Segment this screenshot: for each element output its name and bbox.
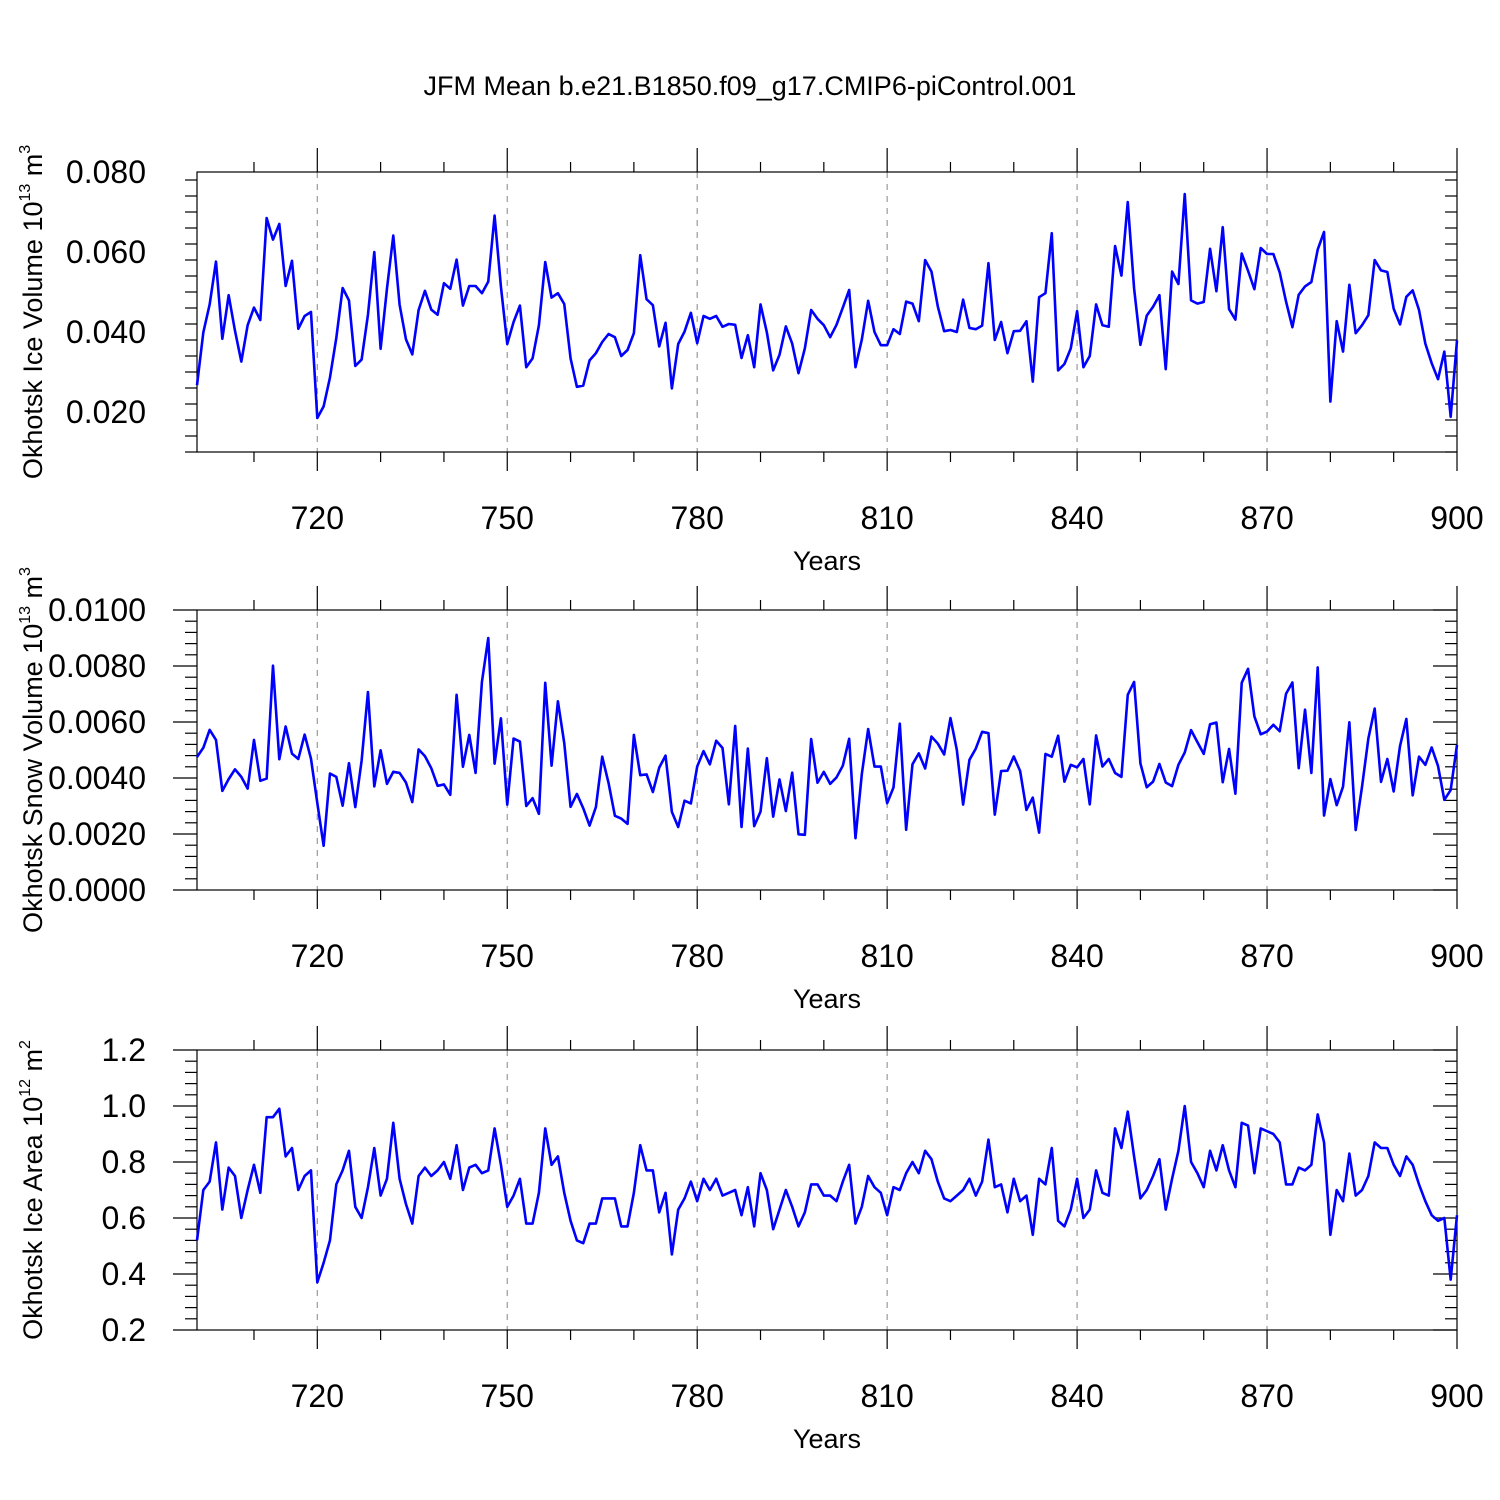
chart-title: JFM Mean b.e21.B1850.f09_g17.CMIP6-piCon… [424,71,1077,101]
x-tick-label: 750 [481,500,534,536]
plot-frame [196,171,1458,453]
x-axis-label: Years [793,1424,861,1454]
y-axis-label-main: Okhotsk Ice Area 10 [18,1097,48,1340]
x-axis-label: Years [793,546,861,576]
y-axis-label-main: Okhotsk Snow Volume 10 [18,624,48,933]
x-tick-label: 870 [1240,1378,1293,1414]
series-line [195,192,1459,420]
x-tick-label: 840 [1050,1378,1103,1414]
y-tick-label: 0.0100 [48,592,146,628]
y-axis-label-exponent: 13 [17,184,34,202]
y-tick-label: 1.0 [102,1088,146,1124]
y-axis-label-exponent: 13 [17,606,34,624]
y-axis-label-unit: m [18,576,48,606]
y-axis-label-unit: m [18,154,48,184]
x-tick-label: 900 [1430,500,1483,536]
x-tick-label: 780 [671,1378,724,1414]
y-tick-label: 0.0020 [48,816,146,852]
y-tick-label: 0.6 [102,1200,146,1236]
y-tick-label: 0.0080 [48,648,146,684]
y-tick-label: 0.060 [66,234,146,270]
y-tick-label: 0.0000 [48,872,146,908]
x-tick-label: 870 [1240,938,1293,974]
x-tick-label: 900 [1430,938,1483,974]
y-axis-label: Okhotsk Snow Volume 1013 m3 [17,567,48,933]
x-axis-label: Years [793,984,861,1014]
panel-ice-area: 720 750 780 810 840 870 900 Years 0.2 0.4 0.6 0.8 1.… [17,1026,1484,1454]
y-tick-label: 0.0040 [48,760,146,796]
chart-panels: 720 750 780 810 840 870 900 Years 0.020 0.040 0.06… [17,145,1484,1454]
x-tick-label: 810 [860,1378,913,1414]
series-line [195,1104,1459,1284]
x-tick-label: 870 [1240,500,1293,536]
x-tick-label: 840 [1050,938,1103,974]
y-axis-label-main: Okhotsk Ice Volume 10 [18,202,48,480]
series-line [195,636,1459,848]
y-axis-label-unit-exponent: 3 [17,145,34,154]
y-tick-label: 0.0060 [48,704,146,740]
y-tick-label: 0.080 [66,154,146,190]
x-tick-label: 720 [291,1378,344,1414]
y-axis-label-exponent: 12 [17,1079,34,1097]
y-axis-label-unit-exponent: 3 [17,567,34,576]
x-tick-label: 900 [1430,1378,1483,1414]
y-tick-label: 0.2 [102,1312,146,1348]
plot-frame [196,609,1458,891]
x-tick-label: 810 [860,500,913,536]
x-tick-label: 720 [291,500,344,536]
y-axis-label-unit: m [18,1049,48,1079]
y-tick-label: 0.4 [102,1256,146,1292]
x-tick-label: 780 [671,938,724,974]
x-tick-label: 780 [671,500,724,536]
y-tick-label: 0.040 [66,314,146,350]
y-tick-label: 1.2 [102,1032,146,1068]
x-tick-label: 750 [481,938,534,974]
x-tick-label: 810 [860,938,913,974]
x-tick-label: 720 [291,938,344,974]
y-axis-label: Okhotsk Ice Area 1012 m2 [17,1040,48,1340]
y-tick-label: 0.8 [102,1144,146,1180]
x-tick-label: 750 [481,1378,534,1414]
y-axis-label-unit-exponent: 2 [17,1040,34,1049]
panel-ice-volume: 720 750 780 810 840 870 900 Years 0.020 0.040 0.06… [17,145,1484,576]
x-tick-label: 840 [1050,500,1103,536]
panel-snow-volume: 720 750 780 810 840 870 900 Years 0.0000 0.0020 0.… [17,567,1484,1014]
y-tick-label: 0.020 [66,394,146,430]
y-axis-label: Okhotsk Ice Volume 1013 m3 [17,145,48,479]
plot-frame [196,1049,1458,1331]
